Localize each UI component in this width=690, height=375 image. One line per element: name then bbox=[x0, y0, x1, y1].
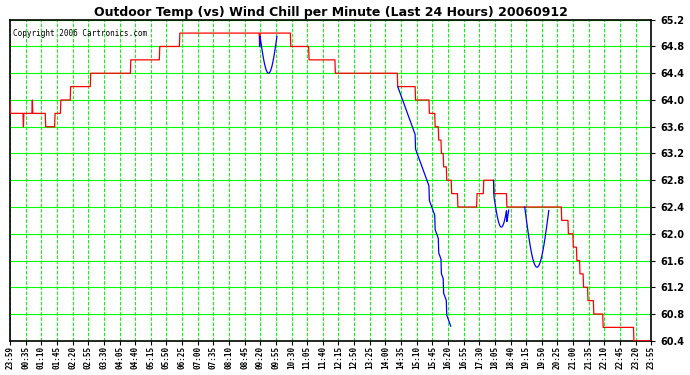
Title: Outdoor Temp (vs) Wind Chill per Minute (Last 24 Hours) 20060912: Outdoor Temp (vs) Wind Chill per Minute … bbox=[94, 6, 568, 18]
Text: Copyright 2006 Cartronics.com: Copyright 2006 Cartronics.com bbox=[13, 29, 148, 38]
